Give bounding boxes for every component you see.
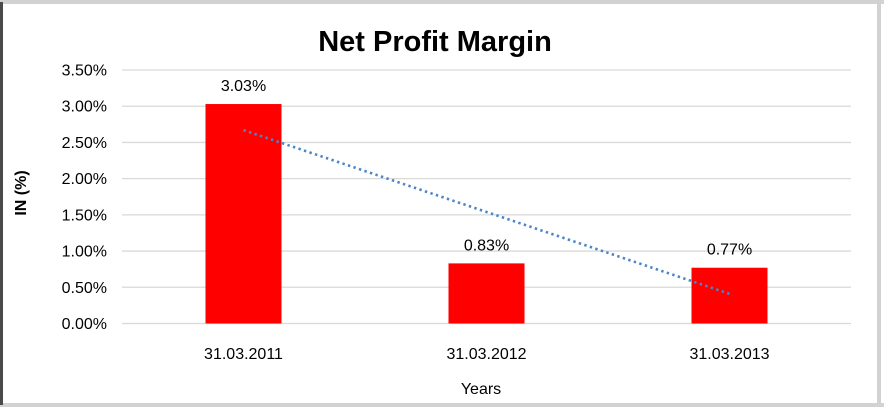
trendline-group <box>243 128 730 296</box>
y-tick-label: 0.50% <box>62 280 107 297</box>
bar <box>448 263 525 324</box>
y-tick-label: 2.00% <box>62 171 107 188</box>
trendline <box>243 128 730 296</box>
data-label: 0.77% <box>707 242 752 259</box>
chart-border-left <box>0 2 3 405</box>
x-axis-title: Years <box>460 381 502 398</box>
data-label: 0.83% <box>464 237 509 254</box>
chart-border-right <box>877 0 881 407</box>
y-axis-title: IN (%) <box>13 170 30 216</box>
category-label: 31.03.2011 <box>204 346 283 363</box>
y-tick-label: 0.00% <box>62 316 107 333</box>
chart-border-bottom <box>0 403 884 407</box>
chart-border-top <box>0 0 884 4</box>
y-tick-label: 2.50% <box>62 135 107 152</box>
bar <box>205 104 282 324</box>
y-tick-label: 3.50% <box>62 63 107 80</box>
category-label: 31.03.2012 <box>446 346 526 363</box>
category-label: 31.03.2013 <box>689 346 769 363</box>
labels-group: 3.03% 31.03.2011 0.83% 31.03.2012 0.77% 31.03… <box>62 63 770 364</box>
y-tick-label: 1.50% <box>62 207 107 224</box>
y-tick-label: 1.00% <box>62 244 107 261</box>
data-label: 3.03% <box>221 78 266 95</box>
chart-title: Net Profit Margin <box>318 26 552 58</box>
bar-series <box>205 104 768 324</box>
y-tick-label: 3.00% <box>62 99 107 116</box>
bar <box>691 267 768 324</box>
